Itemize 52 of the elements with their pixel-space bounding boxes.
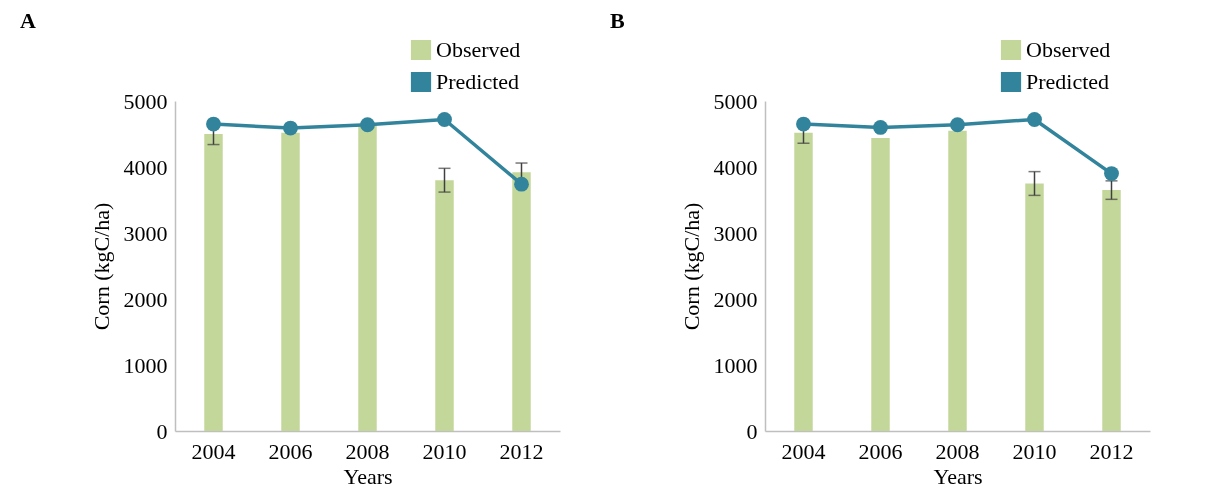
x-tick-label: 2010 (1012, 438, 1057, 464)
x-axis-title: Years (933, 463, 983, 489)
y-axis-title: Corn (kgC/ha) (678, 202, 704, 331)
x-tick-label: 2004 (191, 438, 236, 464)
chart-title: B (610, 8, 625, 33)
point (1027, 112, 1042, 127)
bar (794, 132, 813, 431)
point (1104, 166, 1119, 181)
x-tick-label: 2012 (499, 438, 544, 464)
bar (204, 134, 223, 431)
legend-label: Observed (436, 37, 521, 62)
point (206, 116, 221, 132)
bar (871, 137, 890, 431)
x-axis-title: Years (343, 463, 393, 489)
x-tick-label: 2012 (1089, 438, 1134, 464)
x-tick-label: 2006 (268, 438, 313, 464)
point (514, 176, 529, 192)
y-tick-label: 3000 (123, 220, 168, 246)
legend-label: Predicted (436, 69, 520, 94)
point (437, 112, 452, 127)
y-axis-title: Corn (kgC/ha) (88, 202, 114, 331)
bar (435, 180, 454, 431)
x-tick-label: 2010 (422, 438, 467, 464)
bar (1102, 190, 1121, 431)
x-tick-label: 2008 (935, 438, 980, 464)
bar (1025, 183, 1044, 431)
y-tick-label: 0 (156, 418, 168, 444)
point (283, 120, 298, 136)
x-tick-label: 2004 (781, 438, 826, 464)
y-tick-label: 2000 (713, 286, 758, 312)
bar (358, 124, 377, 431)
legend-label: Predicted (1026, 69, 1110, 94)
y-tick-label: 5000 (123, 88, 168, 114)
bar (948, 130, 967, 431)
point (950, 117, 965, 133)
y-tick-label: 1000 (123, 352, 168, 378)
point (360, 117, 375, 133)
y-tick-label: 0 (746, 418, 758, 444)
bar (512, 172, 531, 431)
bar (281, 132, 300, 431)
y-tick-label: 4000 (123, 154, 168, 180)
y-tick-label: 4000 (713, 154, 758, 180)
x-tick-label: 2008 (345, 438, 390, 464)
y-tick-label: 3000 (713, 220, 758, 246)
legend-label: Observed (1026, 37, 1111, 62)
x-tick-label: 2006 (858, 438, 903, 464)
y-tick-label: 2000 (123, 286, 168, 312)
chart-title: A (20, 8, 36, 33)
point (796, 116, 811, 132)
y-tick-label: 5000 (713, 88, 758, 114)
point (873, 120, 888, 135)
y-tick-label: 1000 (713, 352, 758, 378)
